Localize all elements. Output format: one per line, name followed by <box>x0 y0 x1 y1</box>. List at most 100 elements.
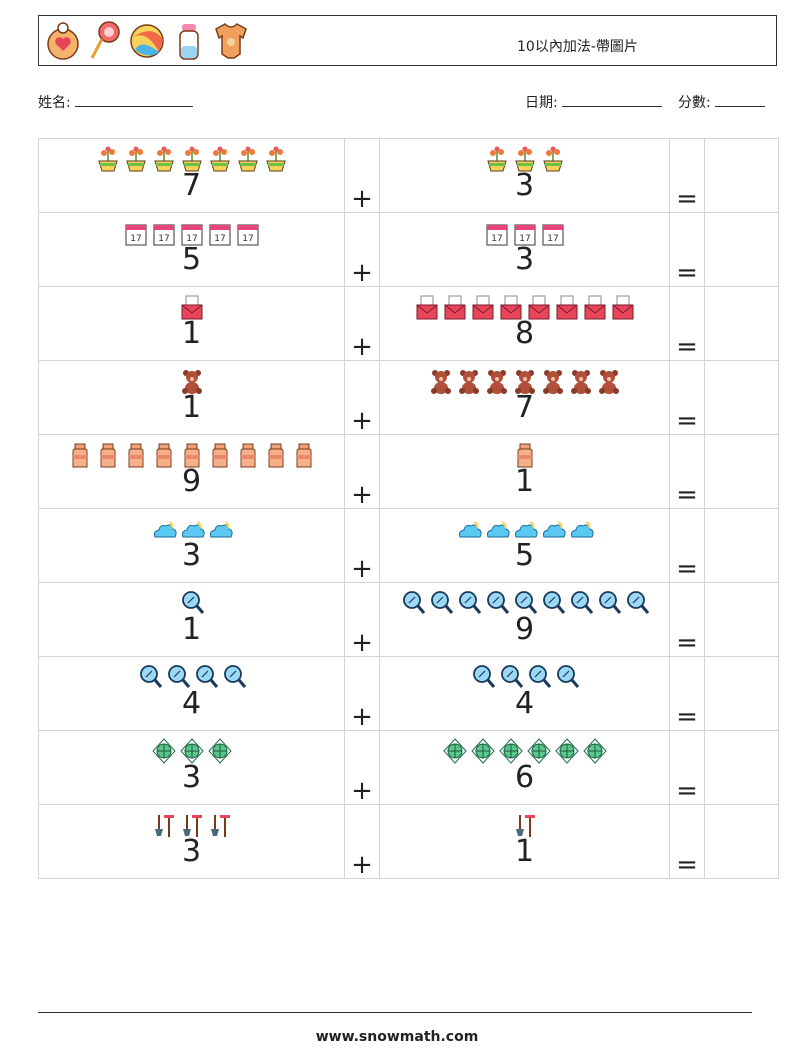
addend-a-number: 3 <box>181 760 202 795</box>
picture-count <box>39 805 344 839</box>
magnifier-icon <box>528 665 551 688</box>
addition-problems-table: 7 +3 = 17 17 17 17 17 5 +17 17 17 3 = 1 +8 = 1 +7 = 9 +1 = 3 +5 =… <box>38 138 779 879</box>
shovel-rake-icon <box>154 815 174 837</box>
name-blank[interactable] <box>75 94 194 107</box>
footer-url: www.snowmath.com <box>315 1029 479 1045</box>
score-field: 分數: <box>678 94 766 112</box>
cloud-moon-icon <box>209 521 233 538</box>
milk-jar-icon <box>156 443 171 468</box>
lollipop-icon <box>90 21 120 59</box>
calendar-icon: 17 <box>236 224 259 246</box>
answer-cell[interactable] <box>704 360 779 435</box>
plus-sign: + <box>351 628 373 658</box>
magnifier-icon <box>181 591 204 614</box>
addend-a-cell: 1 <box>38 286 345 361</box>
addend-a-number: 1 <box>181 390 202 425</box>
plus-sign: + <box>351 184 373 214</box>
addend-a-number: 4 <box>181 686 202 721</box>
answer-cell[interactable] <box>704 730 779 805</box>
answer-cell[interactable] <box>704 656 779 731</box>
picture-count: 17 17 17 17 17 <box>39 213 344 247</box>
cloud-moon-icon <box>570 521 594 538</box>
cloud-moon-icon <box>181 521 205 538</box>
magnifier-icon <box>195 665 218 688</box>
mail-envelope-icon <box>444 295 465 320</box>
addend-a-number: 1 <box>181 316 202 351</box>
milk-jar-icon <box>517 443 532 468</box>
cloud-moon-icon <box>514 521 538 538</box>
addend-b-number: 8 <box>514 316 535 351</box>
addend-a-cell: 1 <box>38 582 345 657</box>
date-label: 日期: <box>525 95 558 111</box>
equals-sign: = <box>676 332 698 362</box>
addend-b-cell: 9 <box>379 582 670 657</box>
answer-cell[interactable] <box>704 212 779 287</box>
svg-text:17: 17 <box>547 234 558 244</box>
equals-cell: = <box>669 582 705 657</box>
svg-text:17: 17 <box>519 234 530 244</box>
addend-a-cell: 3 <box>38 730 345 805</box>
answer-cell[interactable] <box>704 508 779 583</box>
answer-cell[interactable] <box>704 286 779 361</box>
teddy-bear-icon <box>430 370 451 394</box>
flower-pot-icon <box>181 146 202 172</box>
magnifier-icon <box>500 665 523 688</box>
magnifier-icon <box>139 665 162 688</box>
plus-sign: + <box>351 554 373 584</box>
cloud-moon-icon <box>542 521 566 538</box>
equals-sign: = <box>676 258 698 288</box>
problem-row: 4 +4 = <box>38 656 779 732</box>
magnifier-icon <box>472 665 495 688</box>
ornament-icon <box>498 738 523 764</box>
mail-envelope-icon <box>500 295 521 320</box>
calendar-icon: 17 <box>485 224 508 246</box>
shovel-rake-icon <box>210 815 230 837</box>
baby-bottle-icon <box>179 24 199 60</box>
plus-sign: + <box>351 850 373 880</box>
milk-jar-icon <box>128 443 143 468</box>
svg-text:17: 17 <box>130 234 141 244</box>
answer-cell[interactable] <box>704 582 779 657</box>
flower-pot-icon <box>125 146 146 172</box>
addend-b-number: 9 <box>514 612 535 647</box>
picture-count <box>39 287 344 321</box>
addend-b-number: 6 <box>514 760 535 795</box>
teddy-bear-icon <box>486 370 507 394</box>
flower-pot-icon <box>97 146 118 172</box>
calendar-icon: 17 <box>124 224 147 246</box>
flower-pot-icon <box>486 146 507 172</box>
plus-cell: + <box>344 656 380 732</box>
magnifier-icon <box>542 591 565 614</box>
picture-count <box>380 805 669 839</box>
addend-a-number: 3 <box>181 538 202 573</box>
magnifier-icon <box>598 591 621 614</box>
problem-row: 3 +1 = <box>38 804 779 880</box>
score-label: 分數: <box>678 95 711 111</box>
plus-sign: + <box>351 258 373 288</box>
magnifier-icon <box>167 665 190 688</box>
plus-sign: + <box>351 406 373 436</box>
flower-pot-icon <box>514 146 535 172</box>
addend-b-number: 5 <box>514 538 535 573</box>
svg-text:17: 17 <box>186 234 197 244</box>
plus-cell: + <box>344 730 380 805</box>
picture-count <box>39 509 344 543</box>
mail-envelope-icon <box>584 295 605 320</box>
score-blank[interactable] <box>715 94 766 107</box>
problem-row: 1 +8 = <box>38 286 779 362</box>
date-blank[interactable] <box>562 94 663 107</box>
equals-sign: = <box>676 702 698 732</box>
addend-b-cell: 5 <box>379 508 670 583</box>
answer-cell[interactable] <box>704 804 779 879</box>
bib-icon <box>47 22 79 60</box>
plus-cell: + <box>344 582 380 658</box>
flower-pot-icon <box>265 146 286 172</box>
picture-count <box>380 287 669 321</box>
plus-sign: + <box>351 702 373 732</box>
addend-b-cell: 1 <box>379 434 670 509</box>
picture-count <box>39 657 344 691</box>
answer-cell[interactable] <box>704 138 779 213</box>
answer-cell[interactable] <box>704 434 779 509</box>
addend-b-cell: 6 <box>379 730 670 805</box>
plus-sign: + <box>351 480 373 510</box>
